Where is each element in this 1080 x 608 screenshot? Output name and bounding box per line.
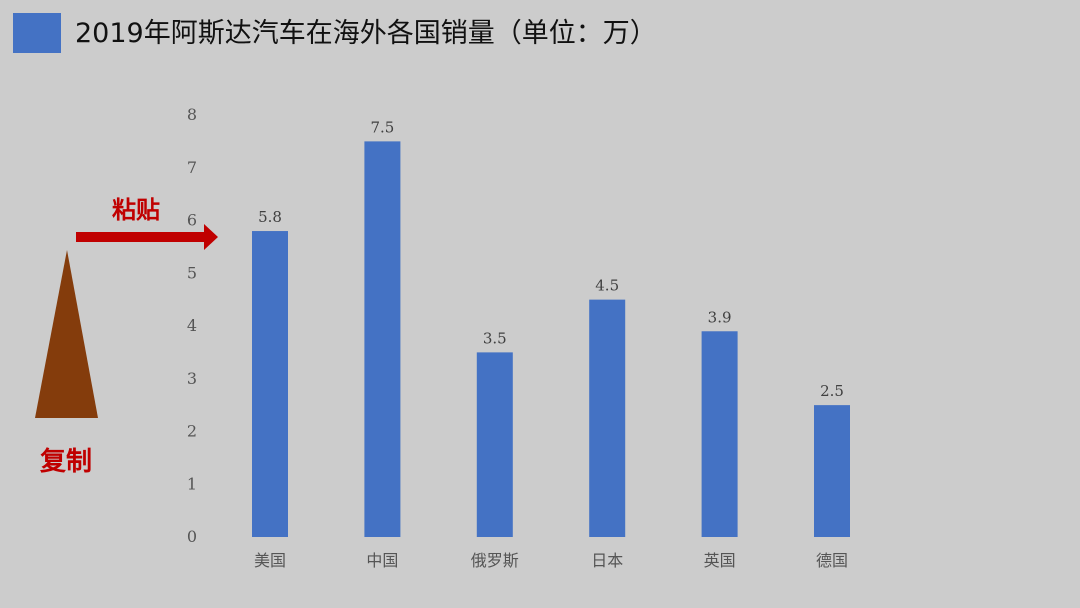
- category-label: 德国: [816, 551, 848, 570]
- data-label: 5.8: [258, 208, 282, 226]
- bar: [364, 141, 401, 537]
- y-tick-label: 6: [187, 211, 197, 230]
- category-label: 中国: [366, 551, 398, 570]
- bar: [252, 231, 288, 538]
- y-tick-label: 8: [187, 105, 197, 124]
- data-label: 3.9: [708, 308, 732, 326]
- data-label: 2.5: [820, 382, 844, 400]
- title-marker: [13, 13, 61, 53]
- right-arrow-icon: [76, 224, 218, 250]
- copy-annotation: 复制: [40, 447, 93, 477]
- y-tick-label: 2: [187, 422, 197, 441]
- y-tick-label: 4: [187, 316, 197, 335]
- data-label: 4.5: [595, 277, 619, 295]
- y-tick-label: 0: [187, 527, 197, 546]
- bar: [476, 352, 513, 537]
- slide-title: 2019年阿斯达汽车在海外各国销量（单位：万）: [75, 18, 657, 49]
- y-tick-label: 5: [187, 263, 197, 282]
- category-label: 俄罗斯: [471, 551, 519, 570]
- bar: [589, 299, 626, 537]
- bar: [701, 331, 738, 537]
- data-label: 3.5: [483, 329, 507, 347]
- y-tick-label: 7: [187, 158, 197, 177]
- y-tick-label: 3: [187, 369, 197, 388]
- bar: [814, 405, 850, 537]
- category-label: 日本: [591, 551, 623, 570]
- category-label: 英国: [704, 551, 736, 570]
- category-label: 美国: [254, 551, 286, 570]
- triangle-shape: [35, 250, 98, 418]
- paste-annotation: 粘贴: [112, 196, 160, 224]
- y-tick-label: 1: [187, 474, 197, 493]
- data-label: 7.5: [370, 118, 394, 136]
